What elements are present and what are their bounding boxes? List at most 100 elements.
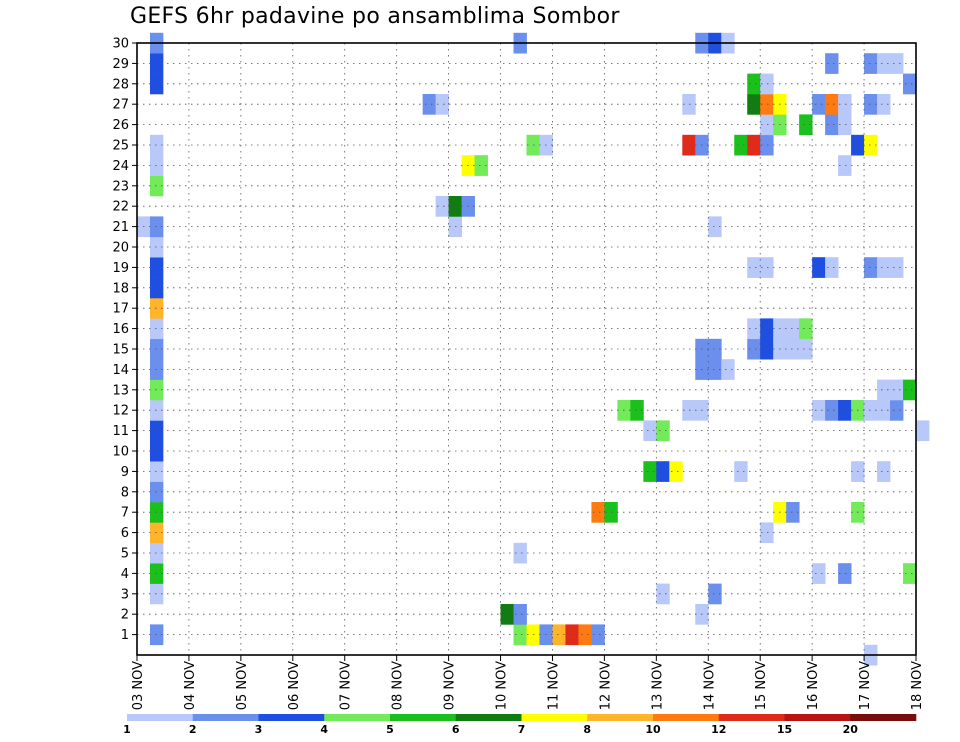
heatmap-cell xyxy=(864,53,878,74)
x-tick-label: 12 NOV xyxy=(598,661,613,710)
heatmap-cell xyxy=(838,94,852,115)
y-tick-label: 29 xyxy=(112,57,129,72)
heatmap-cell xyxy=(877,94,891,115)
heatmap-cell xyxy=(422,94,437,115)
colorbar-label: 4 xyxy=(320,723,328,736)
heatmap-cell xyxy=(149,318,164,340)
heatmap-cell xyxy=(812,400,826,421)
heatmap-cell xyxy=(760,73,774,95)
heatmap-cell xyxy=(708,338,722,360)
y-tick-label: 20 xyxy=(112,241,129,256)
x-tick-label: 13 NOV xyxy=(650,661,665,710)
x-tick-label: 05 NOV xyxy=(235,661,250,710)
heatmap-cell xyxy=(812,94,826,115)
heatmap-cell xyxy=(799,114,813,136)
heatmap-cell xyxy=(864,134,878,156)
y-tick-label: 25 xyxy=(112,139,129,154)
heatmap-cell xyxy=(825,257,839,278)
heatmap-cell xyxy=(721,359,735,380)
heatmap-cell xyxy=(799,338,813,360)
colorbar-label: 12 xyxy=(711,723,726,736)
colorbar-swatch xyxy=(258,714,325,721)
heatmap-cell xyxy=(149,624,164,646)
heatmap-cell xyxy=(149,257,164,278)
x-tick-label: 15 NOV xyxy=(754,661,769,710)
heatmap-cell xyxy=(734,461,748,482)
y-tick-label: 26 xyxy=(112,118,129,133)
y-tick-label: 27 xyxy=(112,98,129,113)
heatmap-cell xyxy=(747,94,761,115)
y-tick-label: 14 xyxy=(112,363,129,378)
y-tick-label: 16 xyxy=(112,322,129,337)
gridlines xyxy=(137,43,916,655)
colorbar-label: 10 xyxy=(645,723,661,736)
heatmap-cell xyxy=(149,175,164,197)
heatmap-cell xyxy=(734,134,748,156)
heatmap-cell xyxy=(812,257,826,278)
heatmap-cell xyxy=(578,624,592,646)
y-tick-label: 21 xyxy=(112,220,129,235)
heatmap-cell xyxy=(877,379,891,401)
heatmap-cell xyxy=(877,461,891,482)
heatmap-cell xyxy=(149,461,164,482)
heatmap-cell xyxy=(747,338,761,360)
y-tick-label: 2 xyxy=(121,608,129,623)
heatmap-cell xyxy=(149,155,164,176)
heatmap-cell xyxy=(864,257,878,278)
heatmap-cell xyxy=(903,379,917,401)
heatmap-cell xyxy=(760,338,774,360)
y-tick-label: 11 xyxy=(112,424,129,439)
heatmap-cell xyxy=(760,94,774,115)
y-tick-label: 15 xyxy=(112,343,129,358)
heatmap-cell xyxy=(838,114,852,136)
heatmap-cell xyxy=(591,502,605,523)
colorbar-label: 7 xyxy=(518,723,526,736)
heatmap-cell xyxy=(643,461,657,482)
heatmap-cell xyxy=(513,604,527,625)
y-tick-label: 13 xyxy=(112,383,129,398)
heatmap-cell xyxy=(149,522,164,544)
x-tick-label: 11 NOV xyxy=(546,661,561,710)
y-tick-label: 24 xyxy=(112,159,129,174)
colorbar-swatch xyxy=(324,714,391,721)
heatmap-cell xyxy=(825,114,839,136)
colorbar-swatch xyxy=(653,714,720,721)
heatmap-cell xyxy=(864,400,878,421)
y-tick-label: 19 xyxy=(112,261,129,276)
colorbar-swatch xyxy=(784,714,851,721)
y-tick-label: 8 xyxy=(121,485,129,500)
heatmap-cell xyxy=(812,563,826,584)
heatmap-cell xyxy=(149,53,164,74)
heatmap-cell xyxy=(643,420,657,442)
y-tick-label: 22 xyxy=(112,200,129,215)
heatmap-cell xyxy=(149,583,164,605)
colorbar-swatch xyxy=(192,714,259,721)
heatmap-cell xyxy=(747,73,761,95)
x-tick-label: 03 NOV xyxy=(131,661,146,710)
x-tick-label: 09 NOV xyxy=(443,661,458,710)
y-tick-label: 3 xyxy=(121,587,129,602)
heatmap-cell xyxy=(747,134,761,156)
heatmap-cell xyxy=(747,257,761,278)
heatmap-cell xyxy=(669,461,683,482)
heatmap-cell xyxy=(435,196,449,217)
x-tick-label: 14 NOV xyxy=(702,661,717,710)
heatmap-cell xyxy=(149,440,164,462)
x-tick-label: 17 NOV xyxy=(858,661,873,710)
colorbar-label: 8 xyxy=(583,723,591,736)
heatmap-cell xyxy=(838,400,852,421)
y-tick-label: 9 xyxy=(121,465,129,480)
heatmap-cell xyxy=(890,379,904,401)
heatmap-cell xyxy=(799,318,813,340)
colorbar: 1 2 3 4 5 6 7 8 10 12 15 20 xyxy=(123,714,917,736)
heatmap-cell xyxy=(682,400,696,421)
y-tick-label: 30 xyxy=(112,37,129,52)
colorbar-swatch xyxy=(850,714,917,721)
heatmap-cell xyxy=(565,624,579,646)
y-tick-label: 7 xyxy=(121,506,129,521)
heatmap-cell xyxy=(149,379,164,401)
heatmap-cell xyxy=(500,604,514,625)
y-tick-label: 6 xyxy=(121,526,129,541)
heatmap-cell xyxy=(760,114,774,136)
heatmap-cell xyxy=(656,420,670,442)
